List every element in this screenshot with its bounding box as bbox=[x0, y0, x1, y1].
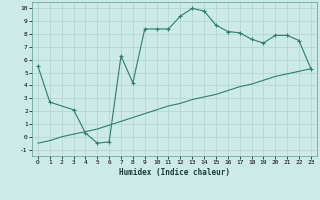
X-axis label: Humidex (Indice chaleur): Humidex (Indice chaleur) bbox=[119, 168, 230, 177]
